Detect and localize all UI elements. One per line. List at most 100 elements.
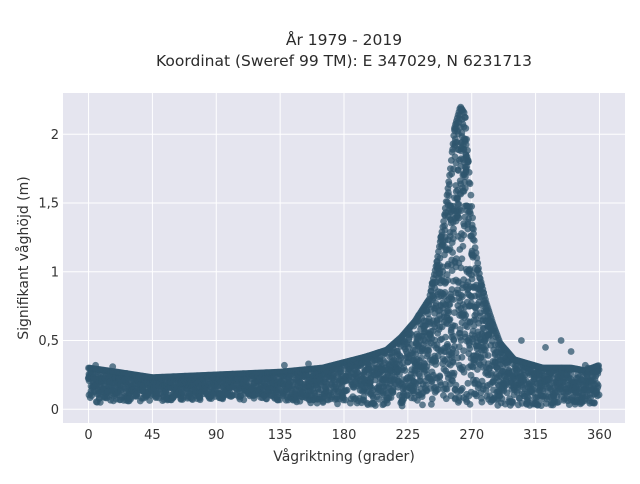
data-point xyxy=(542,344,549,351)
data-point xyxy=(461,184,469,192)
data-point xyxy=(478,398,486,406)
y-axis-title: Signifikant våghöjd (m) xyxy=(15,176,32,339)
data-point xyxy=(462,124,470,132)
data-point xyxy=(460,231,468,239)
data-point xyxy=(375,396,383,403)
x-tick-label: 180 xyxy=(332,428,357,443)
data-point xyxy=(557,337,565,344)
data-point xyxy=(468,275,476,283)
data-point xyxy=(498,395,506,403)
data-point xyxy=(472,390,480,398)
data-point xyxy=(467,191,475,199)
data-point xyxy=(466,208,474,215)
y-tick-labels: 0 0,5 1 1,5 2 xyxy=(38,128,59,418)
data-point xyxy=(425,347,433,354)
data-points xyxy=(84,103,603,410)
data-point xyxy=(474,366,481,373)
x-tick-labels: 0 45 90 135 180 225 270 315 360 xyxy=(84,428,611,443)
data-point xyxy=(509,398,516,405)
data-point xyxy=(584,364,592,372)
data-point xyxy=(458,255,466,263)
data-point xyxy=(428,395,436,403)
x-tick-label: 225 xyxy=(395,428,420,443)
data-point xyxy=(567,370,575,378)
data-point xyxy=(240,396,248,404)
data-point xyxy=(465,169,473,176)
data-point xyxy=(452,381,460,389)
x-tick-label: 0 xyxy=(84,428,92,443)
x-tick-label: 315 xyxy=(523,428,548,443)
data-point xyxy=(459,293,466,300)
data-point xyxy=(343,386,351,394)
y-tick-label: 1 xyxy=(51,265,59,280)
data-point xyxy=(529,386,537,393)
data-point xyxy=(418,354,425,362)
data-point xyxy=(554,398,562,406)
grid-lines xyxy=(63,93,625,423)
data-point xyxy=(445,309,452,317)
data-point xyxy=(464,146,471,154)
data-point xyxy=(441,289,449,296)
data-point xyxy=(452,349,460,356)
data-point xyxy=(451,322,459,330)
data-point xyxy=(179,396,186,403)
data-point xyxy=(466,180,474,188)
data-point xyxy=(472,249,480,257)
data-point xyxy=(458,353,466,361)
data-point xyxy=(450,225,457,233)
data-point xyxy=(475,264,482,272)
data-point xyxy=(423,363,431,370)
data-point xyxy=(446,181,453,188)
data-point xyxy=(443,271,451,278)
data-point xyxy=(590,399,598,407)
data-point xyxy=(445,192,453,200)
data-point xyxy=(458,385,466,392)
data-point xyxy=(384,399,391,407)
data-point xyxy=(457,264,465,272)
data-point xyxy=(471,244,479,252)
chart-title-line-2: Koordinat (Sweref 99 TM): E 347029, N 62… xyxy=(156,52,532,70)
data-point xyxy=(449,235,457,243)
x-tick-label: 360 xyxy=(587,428,612,443)
data-point xyxy=(463,135,470,143)
y-tick-label: 2 xyxy=(51,128,59,143)
x-tick-label: 270 xyxy=(459,428,484,443)
data-point xyxy=(442,333,449,341)
data-point xyxy=(419,401,426,409)
data-point xyxy=(456,326,464,333)
data-point xyxy=(443,385,451,393)
data-point xyxy=(281,361,288,369)
chart-title-line-1: År 1979 - 2019 xyxy=(286,30,402,49)
data-point xyxy=(305,360,312,368)
data-point xyxy=(470,237,478,244)
data-point xyxy=(387,394,395,401)
data-point xyxy=(459,242,467,250)
x-tick-label: 135 xyxy=(268,428,293,443)
data-point xyxy=(450,336,458,343)
data-point xyxy=(455,200,463,208)
data-point xyxy=(450,369,458,377)
data-point xyxy=(460,347,467,355)
data-point xyxy=(436,372,444,380)
data-point xyxy=(476,270,483,277)
data-point xyxy=(464,157,472,165)
data-point xyxy=(455,214,463,222)
data-point xyxy=(446,316,454,323)
data-point xyxy=(397,354,405,361)
data-point xyxy=(372,402,379,409)
data-point xyxy=(595,391,603,399)
data-point xyxy=(428,400,435,408)
data-point xyxy=(444,276,452,284)
data-point xyxy=(389,386,397,394)
data-point xyxy=(458,129,466,137)
data-point xyxy=(414,396,421,404)
data-point xyxy=(449,296,457,303)
data-point xyxy=(567,348,575,355)
data-point xyxy=(449,359,457,366)
data-point xyxy=(462,141,470,148)
data-point xyxy=(484,352,492,359)
data-point xyxy=(123,370,131,377)
data-point xyxy=(466,401,474,408)
